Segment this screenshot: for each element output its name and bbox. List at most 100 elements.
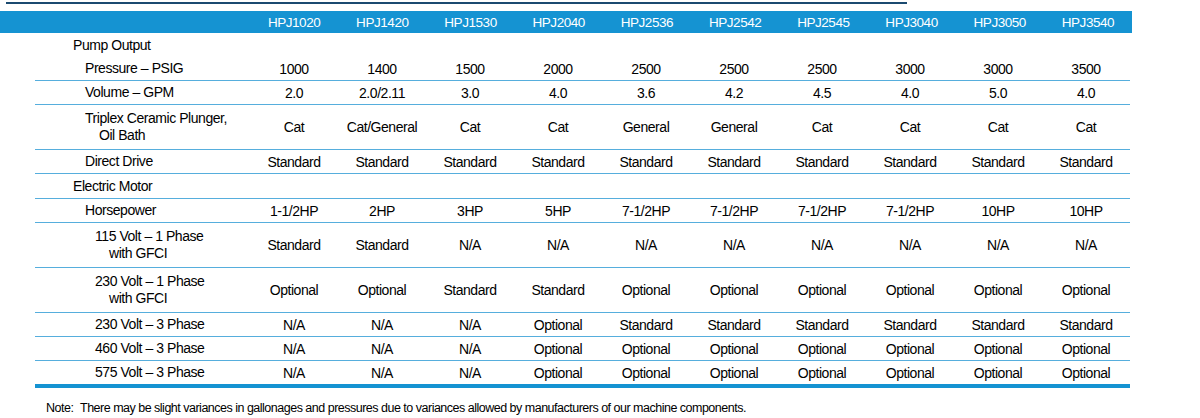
table-row: 460 Volt – 3 PhaseN/AN/AN/AOptionalOptio… — [35, 337, 1130, 361]
table-cell: 5.0 — [954, 85, 1042, 101]
table-cell: N/A — [690, 237, 778, 253]
table-cell: 4.2 — [690, 85, 778, 101]
column-header: HPJ2040 — [515, 11, 603, 33]
table-cell: 3000 — [954, 61, 1042, 77]
table-cell: 3500 — [1042, 61, 1130, 77]
table-cell: Optional — [954, 341, 1042, 357]
table-cell: N/A — [338, 341, 426, 357]
table-cell: 7-1/2HP — [690, 203, 778, 219]
column-header: HPJ2542 — [691, 11, 779, 33]
table-cell: Standard — [426, 154, 514, 170]
table-cell: Optional — [602, 341, 690, 357]
column-headers: HPJ1020HPJ1420HPJ1530HPJ2040HPJ2536HPJ25… — [250, 11, 1132, 33]
table-cell: 7-1/2HP — [602, 203, 690, 219]
table-cell: Optional — [250, 282, 338, 298]
table-cell: Standard — [778, 317, 866, 333]
table-cell: Standard — [602, 154, 690, 170]
table-cell: Optional — [690, 365, 778, 381]
table-cell: Cat — [426, 119, 514, 135]
table-cell: Cat — [866, 119, 954, 135]
table-cell: Standard — [690, 317, 778, 333]
table-cell: Optional — [514, 365, 602, 381]
footnote: Note: There may be slight variances in g… — [46, 400, 1200, 418]
table-cell: Optional — [778, 341, 866, 357]
table-cell: 4.0 — [1042, 85, 1130, 101]
table-row: Horsepower1-1/2HP2HP3HP5HP7-1/2HP7-1/2HP… — [35, 199, 1130, 223]
table-row: Pressure – PSIG1000140015002000250025002… — [35, 57, 1130, 81]
column-header: HPJ1530 — [426, 11, 514, 33]
table-cell: 4.5 — [778, 85, 866, 101]
table-cell: Standard — [778, 154, 866, 170]
column-header: HPJ1420 — [338, 11, 426, 33]
table-cell: N/A — [250, 317, 338, 333]
table-cell: Optional — [778, 282, 866, 298]
table-cell: 10HP — [954, 203, 1042, 219]
table-cell: 1-1/2HP — [250, 203, 338, 219]
table-cell: Cat — [778, 119, 866, 135]
table-cell: 1400 — [338, 61, 426, 77]
column-header: HPJ3050 — [956, 11, 1044, 33]
row-label: 230 Volt – 1 Phasewith GFCI — [35, 273, 250, 307]
table-cell: Optional — [690, 282, 778, 298]
table-cell: Optional — [866, 282, 954, 298]
table-cell: Standard — [250, 237, 338, 253]
column-header: HPJ2545 — [779, 11, 867, 33]
table-cell: 4.0 — [866, 85, 954, 101]
table-cell: Standard — [426, 282, 514, 298]
table-cell: 10HP — [1042, 203, 1130, 219]
table-cell: Optional — [1042, 341, 1130, 357]
table-cell: 3.6 — [602, 85, 690, 101]
pump-spec-sheet: HPJ1020HPJ1420HPJ1530HPJ2040HPJ2536HPJ25… — [0, 0, 1200, 418]
table-cell: N/A — [426, 237, 514, 253]
table-cell: Optional — [514, 341, 602, 357]
row-label: Direct Drive — [35, 153, 250, 170]
table-cell: 2500 — [778, 61, 866, 77]
table-row: Volume – GPM2.02.0/2.113.04.03.64.24.54.… — [35, 81, 1130, 105]
table-cell: Standard — [250, 154, 338, 170]
table-cell: Standard — [866, 317, 954, 333]
table-cell: N/A — [778, 237, 866, 253]
spec-table-body: Pump Output Pressure – PSIG10001400150020… — [35, 33, 1130, 388]
column-header: HPJ3540 — [1044, 11, 1132, 33]
table-cell: N/A — [954, 237, 1042, 253]
table-cell: N/A — [338, 365, 426, 381]
table-cell: Standard — [954, 154, 1042, 170]
table-cell: N/A — [514, 237, 602, 253]
table-cell: 4.0 — [514, 85, 602, 101]
table-cell: Optional — [954, 365, 1042, 381]
table-cell: 1000 — [250, 61, 338, 77]
table-cell: Optional — [1042, 365, 1130, 381]
table-cell: 7-1/2HP — [778, 203, 866, 219]
row-label: Triplex Ceramic Plunger,Oil Bath — [35, 110, 250, 144]
table-cell: 2500 — [602, 61, 690, 77]
table-cell: N/A — [426, 341, 514, 357]
note-label: Note: — [46, 400, 80, 418]
table-cell: 5HP — [514, 203, 602, 219]
table-cell: Standard — [1042, 317, 1130, 333]
table-cell: N/A — [338, 317, 426, 333]
table-cell: Standard — [866, 154, 954, 170]
table-cell: 2500 — [690, 61, 778, 77]
table-cell: Optional — [954, 282, 1042, 298]
column-header: HPJ1020 — [250, 11, 338, 33]
table-cell: 2000 — [514, 61, 602, 77]
table-row: 115 Volt – 1 Phasewith GFCIStandardStand… — [35, 223, 1130, 268]
row-label: 115 Volt – 1 Phasewith GFCI — [35, 228, 250, 262]
table-cell: Optional — [602, 365, 690, 381]
table-cell: Cat — [514, 119, 602, 135]
table-cell: N/A — [1042, 237, 1130, 253]
row-label: Volume – GPM — [35, 84, 250, 101]
table-cell: Optional — [866, 365, 954, 381]
table-cell: Standard — [602, 317, 690, 333]
table-cell: 2HP — [338, 203, 426, 219]
table-cell: 2.0/2.11 — [338, 85, 426, 101]
note-text: There may be slight variances in gallona… — [80, 400, 746, 418]
table-cell: General — [690, 119, 778, 135]
column-header: HPJ3040 — [867, 11, 955, 33]
table-cell: N/A — [250, 365, 338, 381]
table-row: Triplex Ceramic Plunger,Oil BathCatCat/G… — [35, 105, 1130, 150]
row-label: Pump Output — [35, 37, 250, 54]
table-cell: Cat/General — [338, 119, 426, 135]
table-row: 230 Volt – 3 PhaseN/AN/AN/AOptionalStand… — [35, 313, 1130, 337]
table-cell: General — [602, 119, 690, 135]
